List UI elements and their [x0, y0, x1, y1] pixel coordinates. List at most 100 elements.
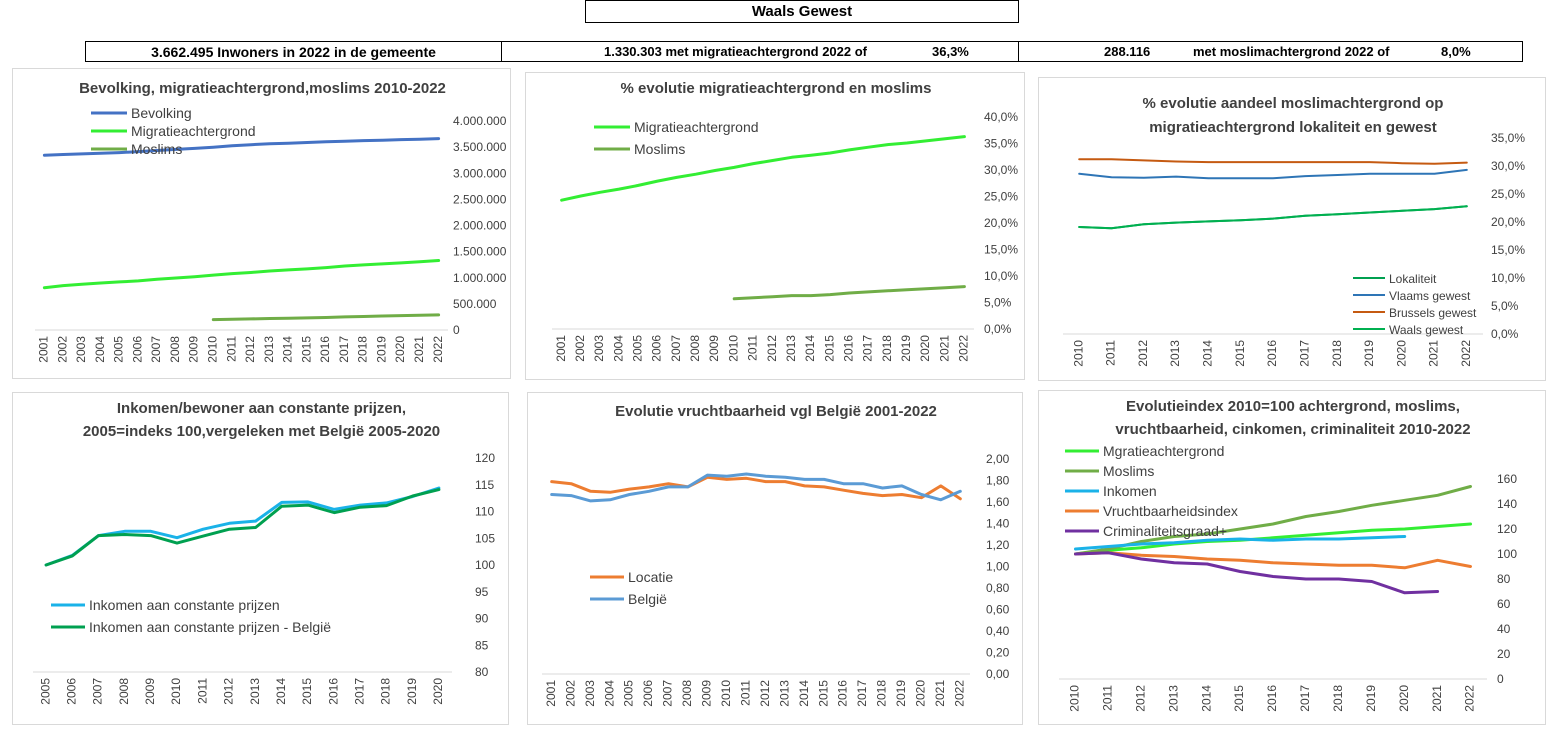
y-tick-label: 120 [1497, 522, 1517, 536]
x-tick-label: 2021 [1427, 340, 1441, 367]
page-title: Waals Gewest [751, 3, 853, 20]
y-tick-label: 0,60 [986, 603, 1010, 617]
chart-svg: Evolutie vruchtbaarheid vgl België 2001-… [542, 403, 1010, 707]
x-tick-label: 2004 [93, 336, 107, 363]
x-tick-label: 2017 [861, 335, 875, 362]
y-tick-label: 0,80 [986, 581, 1010, 595]
x-tick-label: 2009 [187, 336, 201, 363]
chart-fertility: Evolutie vruchtbaarheid vgl België 2001-… [527, 392, 1023, 725]
stat-migration: 1.330.303 met migratieachtergrond 2022 o… [604, 44, 868, 59]
y-tick-label: 25,0% [1491, 187, 1525, 201]
x-tick-label: 2015 [1233, 340, 1247, 367]
x-tick-label: 2010 [726, 335, 740, 362]
chart-title: 2005=indeks 100,vergeleken met België 20… [83, 423, 440, 440]
legend-label: Waals gewest [1389, 323, 1464, 337]
x-tick-label: 2013 [784, 335, 798, 362]
x-tick-label: 2020 [914, 680, 928, 707]
series-line-inkomen [1074, 535, 1407, 551]
series-line-mgratieachtergrond [1074, 522, 1472, 556]
legend-label: Brussels gewest [1389, 306, 1477, 320]
x-tick-label: 2019 [1362, 340, 1376, 367]
chart-title: % evolutie migratieachtergrond en moslim… [621, 80, 932, 97]
y-tick-label: 140 [1497, 497, 1517, 511]
y-tick-label: 20,0% [984, 216, 1018, 230]
y-tick-label: 10,0% [1491, 271, 1525, 285]
x-tick-label: 2001 [554, 335, 568, 362]
x-tick-label: 2020 [431, 678, 445, 705]
x-tick-label: 2006 [64, 678, 78, 705]
x-tick-label: 2019 [1364, 685, 1378, 712]
x-tick-label: 2018 [379, 678, 393, 705]
y-tick-label: 15,0% [1491, 243, 1525, 257]
y-tick-label: 1,60 [986, 495, 1010, 509]
stat-box-inhabitants: 3.662.495 Inwoners in 2022 in de gemeent… [85, 41, 502, 62]
x-tick-label: 2013 [1168, 340, 1182, 367]
series-line-moslims [1074, 485, 1472, 556]
x-tick-label: 2018 [1331, 685, 1345, 712]
legend-label: Migratieachtergrond [634, 119, 759, 135]
x-tick-label: 2010 [169, 678, 183, 705]
chart-title: Evolutie vruchtbaarheid vgl België 2001-… [615, 403, 937, 420]
x-tick-label: 2013 [1166, 685, 1180, 712]
x-tick-label: 2021 [1430, 685, 1444, 712]
chart-pct-evolution: % evolutie migratieachtergrond en moslim… [525, 72, 1025, 380]
series-line-bevolking [42, 137, 441, 157]
x-tick-label: 2007 [149, 336, 163, 363]
series-line-brussels-gewest [1078, 158, 1468, 165]
x-tick-label: 2001 [544, 680, 558, 707]
x-tick-label: 2011 [224, 336, 238, 362]
y-tick-label: 85 [475, 638, 489, 652]
x-tick-label: 2004 [602, 680, 616, 707]
y-tick-label: 100 [1497, 547, 1517, 561]
x-tick-label: 2019 [374, 336, 388, 363]
x-tick-label: 2022 [1463, 685, 1477, 712]
x-tick-label: 2016 [836, 680, 850, 707]
series-line-migratieachtergrond [560, 135, 966, 202]
series-line-waals-gewest [1078, 205, 1468, 230]
chart-svg: Bevolking, migratieachtergrond,moslims 2… [35, 80, 507, 363]
chart-svg: Inkomen/bewoner aan constante prijzen, 20… [33, 400, 495, 705]
x-tick-label: 2022 [952, 680, 966, 707]
y-tick-label: 160 [1497, 472, 1517, 486]
x-tick-label: 2012 [222, 678, 236, 705]
series-line-moslims [211, 313, 441, 322]
stat-box-muslim: 288.116 met moslimachtergrond 2022 of 8,… [1018, 41, 1523, 62]
x-tick-label: 2011 [195, 678, 209, 704]
x-tick-label: 2007 [661, 680, 675, 707]
y-tick-label: 40 [1497, 622, 1511, 636]
y-tick-label: 2.500.000 [453, 192, 507, 206]
legend-label: België [628, 591, 667, 607]
x-tick-label: 2009 [143, 678, 157, 705]
y-tick-label: 0,40 [986, 624, 1010, 638]
y-tick-label: 40,0% [984, 110, 1018, 124]
legend-label: Migratieachtergrond [131, 123, 256, 139]
stat-migration-pct: 36,3% [932, 44, 969, 59]
x-tick-label: 2014 [281, 336, 295, 363]
y-tick-label: 0,00 [986, 667, 1010, 681]
y-tick-label: 1.500.000 [453, 245, 507, 259]
x-tick-label: 2014 [274, 678, 288, 705]
y-tick-label: 3.500.000 [453, 140, 507, 154]
y-tick-label: 35,0% [1491, 131, 1525, 145]
y-tick-label: 10,0% [984, 269, 1018, 283]
x-tick-label: 2020 [918, 335, 932, 362]
y-tick-label: 1,80 [986, 474, 1010, 488]
legend-label: Inkomen [1103, 483, 1157, 499]
x-tick-label: 2005 [622, 680, 636, 707]
legend-label: Lokaliteit [1389, 272, 1437, 286]
chart-svg: % evolutie migratieachtergrond en moslim… [552, 80, 1018, 362]
x-tick-label: 2014 [803, 335, 817, 362]
series-line-moslims [732, 285, 966, 301]
x-tick-label: 2017 [353, 678, 367, 705]
x-tick-label: 2013 [248, 678, 262, 705]
stat-muslim-pct: 8,0% [1441, 44, 1471, 59]
x-tick-label: 2002 [573, 335, 587, 362]
x-tick-label: 2016 [1265, 340, 1279, 367]
y-tick-label: 35,0% [984, 137, 1018, 151]
x-tick-label: 2015 [822, 335, 836, 362]
y-tick-label: 5,0% [1491, 299, 1519, 313]
x-tick-label: 2022 [1459, 340, 1473, 367]
x-tick-label: 2009 [707, 335, 721, 362]
x-tick-label: 2008 [117, 678, 131, 705]
x-tick-label: 2011 [738, 680, 752, 706]
